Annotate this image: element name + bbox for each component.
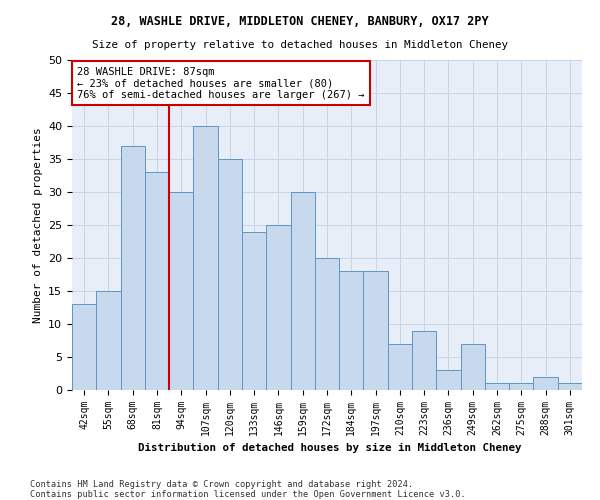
Bar <box>509 384 533 390</box>
Bar <box>96 291 121 390</box>
Text: Contains public sector information licensed under the Open Government Licence v3: Contains public sector information licen… <box>30 490 466 499</box>
Bar <box>412 330 436 390</box>
Bar <box>290 192 315 390</box>
Text: 28 WASHLE DRIVE: 87sqm
← 23% of detached houses are smaller (80)
76% of semi-det: 28 WASHLE DRIVE: 87sqm ← 23% of detached… <box>77 66 365 100</box>
Bar <box>145 172 169 390</box>
Bar <box>339 271 364 390</box>
Bar <box>218 159 242 390</box>
Bar <box>485 384 509 390</box>
Bar <box>72 304 96 390</box>
Bar <box>169 192 193 390</box>
Bar <box>558 384 582 390</box>
Text: Size of property relative to detached houses in Middleton Cheney: Size of property relative to detached ho… <box>92 40 508 50</box>
Bar <box>121 146 145 390</box>
Text: Contains HM Land Registry data © Crown copyright and database right 2024.: Contains HM Land Registry data © Crown c… <box>30 480 413 489</box>
Bar <box>266 225 290 390</box>
Bar <box>193 126 218 390</box>
Y-axis label: Number of detached properties: Number of detached properties <box>32 127 43 323</box>
Bar <box>388 344 412 390</box>
Text: 28, WASHLE DRIVE, MIDDLETON CHENEY, BANBURY, OX17 2PY: 28, WASHLE DRIVE, MIDDLETON CHENEY, BANB… <box>111 15 489 28</box>
Bar <box>364 271 388 390</box>
Bar <box>315 258 339 390</box>
Bar <box>533 377 558 390</box>
Bar <box>242 232 266 390</box>
Text: Distribution of detached houses by size in Middleton Cheney: Distribution of detached houses by size … <box>138 442 522 452</box>
Bar <box>461 344 485 390</box>
Bar <box>436 370 461 390</box>
